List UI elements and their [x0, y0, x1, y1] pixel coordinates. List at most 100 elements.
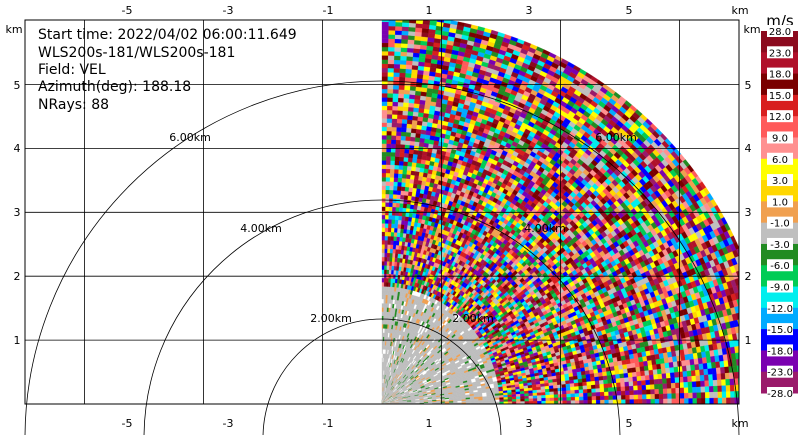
velocity-gate	[400, 43, 408, 49]
velocity-gate	[410, 136, 416, 142]
velocity-gate	[381, 21, 389, 27]
velocity-gate	[397, 114, 403, 120]
velocity-gate	[402, 203, 408, 209]
velocity-gate	[388, 214, 393, 220]
velocity-gate	[404, 148, 410, 154]
velocity-gate	[413, 103, 420, 109]
velocity-data-layer	[381, 14, 739, 404]
velocity-gate	[410, 132, 417, 138]
velocity-gate	[404, 190, 409, 196]
velocity-gate	[396, 131, 402, 137]
velocity-gate	[387, 235, 392, 241]
velocity-gate	[408, 26, 416, 32]
velocity-gate	[381, 168, 387, 174]
velocity-gate	[387, 248, 391, 254]
velocity-gate	[406, 51, 414, 57]
velocity-gate	[390, 244, 394, 250]
velocity-gate	[411, 119, 418, 125]
velocity-gate	[412, 52, 420, 58]
velocity-gate	[399, 76, 406, 82]
velocity-gate	[407, 161, 413, 167]
velocity-gate	[411, 64, 419, 71]
velocity-gate	[397, 177, 403, 183]
velocity-gate	[393, 185, 398, 191]
velocity-gate	[398, 97, 405, 103]
velocity-gate	[408, 106, 415, 112]
velocity-gate	[394, 47, 402, 52]
velocity-gate	[390, 152, 396, 157]
velocity-gate	[381, 290, 385, 295]
velocity-gate	[381, 151, 387, 157]
velocity-gate	[394, 51, 402, 57]
velocity-gate	[398, 85, 405, 90]
velocity-gate	[405, 64, 413, 70]
velocity-gate	[386, 269, 390, 275]
velocity-gate	[415, 27, 423, 33]
velocity-gate	[404, 77, 412, 83]
velocity-gate	[383, 290, 387, 296]
velocity-gate	[402, 114, 408, 120]
velocity-gate	[400, 186, 406, 192]
velocity-gate	[402, 173, 407, 179]
velocity-gate	[392, 114, 398, 119]
velocity-gate	[381, 122, 388, 127]
velocity-gate	[381, 38, 389, 44]
velocity-gate	[381, 294, 385, 300]
velocity-gate	[381, 298, 385, 304]
velocity-gate	[412, 111, 419, 117]
velocity-gate	[402, 165, 408, 171]
velocity-gate	[415, 162, 422, 168]
velocity-gate	[395, 21, 403, 27]
velocity-gate	[391, 223, 396, 229]
velocity-gate	[384, 261, 388, 266]
velocity-gate	[401, 118, 408, 124]
velocity-gate	[381, 286, 385, 291]
velocity-gate	[409, 85, 417, 91]
velocity-gate	[400, 190, 406, 196]
velocity-gate	[384, 244, 388, 249]
velocity-gate	[407, 115, 414, 121]
velocity-gate	[392, 97, 399, 103]
velocity-gate	[387, 101, 393, 107]
velocity-gate	[389, 177, 395, 182]
velocity-gate	[415, 166, 421, 172]
velocity-gate	[387, 231, 392, 237]
velocity-gate	[386, 156, 392, 161]
velocity-gate	[391, 118, 398, 124]
velocity-gate	[389, 14, 396, 18]
velocity-gate	[399, 64, 407, 70]
velocity-gate	[390, 160, 396, 166]
velocity-gate	[390, 240, 394, 245]
velocity-gate	[417, 154, 423, 160]
velocity-gate	[385, 168, 391, 174]
velocity-gate	[381, 114, 388, 119]
velocity-gate	[384, 277, 387, 283]
velocity-gate	[392, 110, 398, 115]
velocity-gate	[395, 26, 403, 31]
velocity-gate	[389, 185, 394, 191]
velocity-gate	[386, 143, 392, 149]
velocity-gate	[393, 236, 398, 242]
velocity-gate	[401, 30, 409, 36]
velocity-gate	[399, 68, 407, 74]
velocity-gate	[388, 21, 396, 27]
velocity-gate	[405, 136, 411, 142]
velocity-gate	[395, 139, 402, 145]
velocity-gate	[408, 102, 415, 108]
velocity-gate	[395, 152, 401, 157]
velocity-gate	[412, 60, 419, 66]
velocity-gate	[393, 72, 400, 78]
velocity-gate	[398, 93, 405, 99]
velocity-gate	[414, 98, 421, 105]
velocity-gate	[383, 303, 386, 308]
velocity-gate	[393, 68, 401, 73]
velocity-gate	[387, 240, 391, 245]
velocity-gate	[381, 307, 384, 312]
velocity-gate	[412, 56, 420, 62]
velocity-gate	[399, 156, 405, 162]
velocity-gate	[385, 206, 390, 212]
velocity-gate	[397, 181, 403, 187]
velocity-gate	[402, 110, 409, 116]
velocity-gate	[381, 261, 385, 266]
velocity-gate	[381, 319, 384, 325]
